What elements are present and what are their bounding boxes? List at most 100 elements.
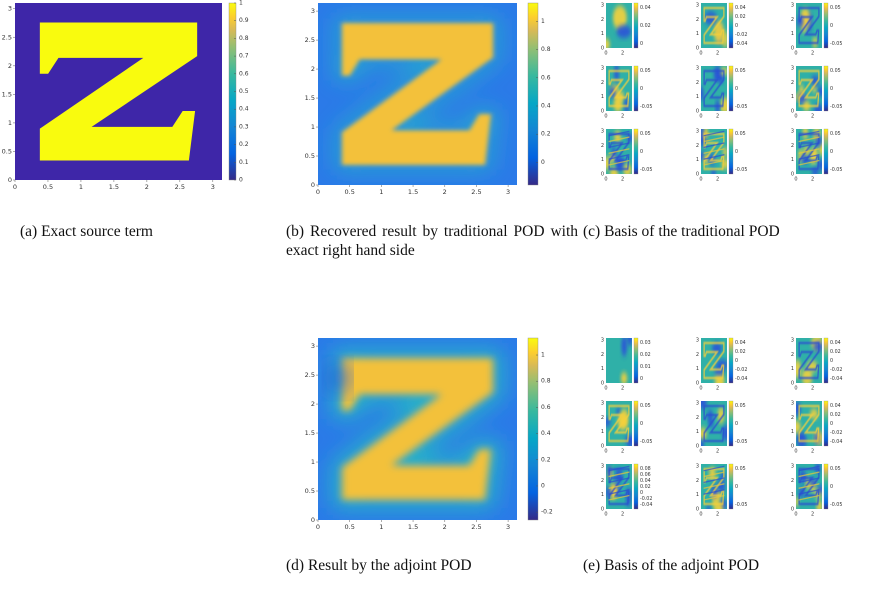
colorbar-tick-label: -0.04 [830,439,842,445]
x-tick-label: 1.5 [408,188,418,196]
stripe [703,488,725,495]
y-tick-label: 0 [791,444,794,450]
y-tick-label: 2 [696,143,699,149]
y-tick-label: 2 [601,352,604,358]
stripe [703,130,725,137]
colorbar-tick-label: 0.05 [640,68,651,74]
stripe [703,477,725,484]
x-tick-label: 0 [604,51,607,57]
y-tick-label: 3 [696,3,699,9]
y-tick-label: 1 [791,366,794,372]
colorbar-tick-label: 0 [830,149,833,155]
x-tick-label: 1.5 [109,183,119,191]
y-tick-label: 3 [791,3,794,9]
x-tick-label: 0 [794,512,797,518]
x-tick-label: 2.5 [471,523,481,531]
z-pattern [608,132,630,171]
y-tick-label: 1 [8,119,12,127]
y-tick-label: 3 [791,129,794,135]
artifact [327,363,348,393]
colorbar-tick-label: 0 [541,159,545,166]
y-tick-label: 2 [791,415,794,421]
heatmap [796,66,822,111]
y-tick-label: 1 [601,94,604,100]
colorbar-tick-label: 0.9 [239,17,249,24]
y-tick-label: 2 [311,65,315,73]
y-tick-label: 3 [696,66,699,72]
colorbar-tick-label: 0.06 [640,472,651,478]
colorbar [633,400,639,447]
colorbar-tick-label: -0.05 [830,502,842,508]
x-tick-label: 1 [379,523,383,531]
colorbar [823,337,829,384]
z-pattern [703,6,725,45]
y-tick-label: 1 [696,157,699,163]
y-tick-label: 1.5 [2,90,12,98]
mode-blob [796,497,800,507]
colorbar-tick-label: -0.05 [640,167,652,173]
y-tick-label: 0 [791,46,794,52]
y-tick-label: 1 [311,123,315,131]
y-tick-label: 1 [696,492,699,498]
y-tick-label: 2.5 [305,36,315,44]
z-pattern [608,467,630,506]
y-tick-label: 1 [791,429,794,435]
x-tick-label: 0 [794,51,797,57]
y-tick-label: 3 [601,66,604,72]
colorbar-tick-label: 0.04 [735,340,746,346]
y-tick-label: 3 [601,129,604,135]
z-pattern [798,69,820,108]
y-tick-label: 1 [791,94,794,100]
z-pattern [798,404,820,443]
colorbar-tick-label: 0 [640,421,643,427]
mode-blob [701,129,705,134]
x-tick-label: 0 [604,177,607,183]
mode-blob [701,86,704,102]
heatmap [606,66,632,111]
colorbar-tick-label: 0 [640,376,643,382]
colorbar-tick-label: 0.8 [239,35,249,42]
stripe [798,483,820,489]
mode-blob [720,97,727,111]
y-tick-label: 0 [696,46,699,52]
colorbar-tick-label: 0.05 [830,131,841,137]
y-tick-label: 3 [696,129,699,135]
stripe [608,477,630,484]
y-tick-label: 0 [601,381,604,387]
heatmap [796,464,822,509]
y-tick-label: 2 [601,415,604,421]
x-tick-label: 0 [794,114,797,120]
y-tick-label: 0.5 [305,152,315,160]
x-tick-label: 2 [716,512,719,518]
y-tick-label: 2 [696,80,699,86]
heatmap [796,338,822,383]
x-tick-label: 2 [716,51,719,57]
y-tick-label: 1 [601,366,604,372]
mode-blob [627,338,632,347]
colorbar-tick-label: 0 [640,86,643,92]
colorbar-tick-label: 0 [735,358,738,364]
mode-blob [801,368,813,383]
colorbar-tick-label: 0.05 [735,466,746,472]
colorbar-tick-label: 0 [541,482,545,489]
y-tick-label: 0 [696,172,699,178]
z-shape [341,23,494,165]
x-tick-label: 0.5 [43,183,53,191]
y-tick-label: 0 [696,381,699,387]
x-tick-label: 0 [794,177,797,183]
y-tick-label: 3 [311,342,315,350]
colorbar-tick-label: 0 [239,177,243,184]
colorbar-tick-label: 0.01 [640,364,651,370]
colorbar-tick-label: -0.2 [541,509,553,516]
colorbar-tick-label: -0.05 [735,104,747,110]
stripe [798,488,820,495]
colorbar-tick-label: 0.8 [541,378,551,385]
stripe [703,153,725,160]
x-tick-label: 0 [699,449,702,455]
heatmap [701,66,727,111]
colorbar [728,2,734,49]
colorbar-tick-label: -0.05 [735,167,747,173]
z-pattern [703,132,725,171]
colorbar-tick-label: 0.05 [735,131,746,137]
